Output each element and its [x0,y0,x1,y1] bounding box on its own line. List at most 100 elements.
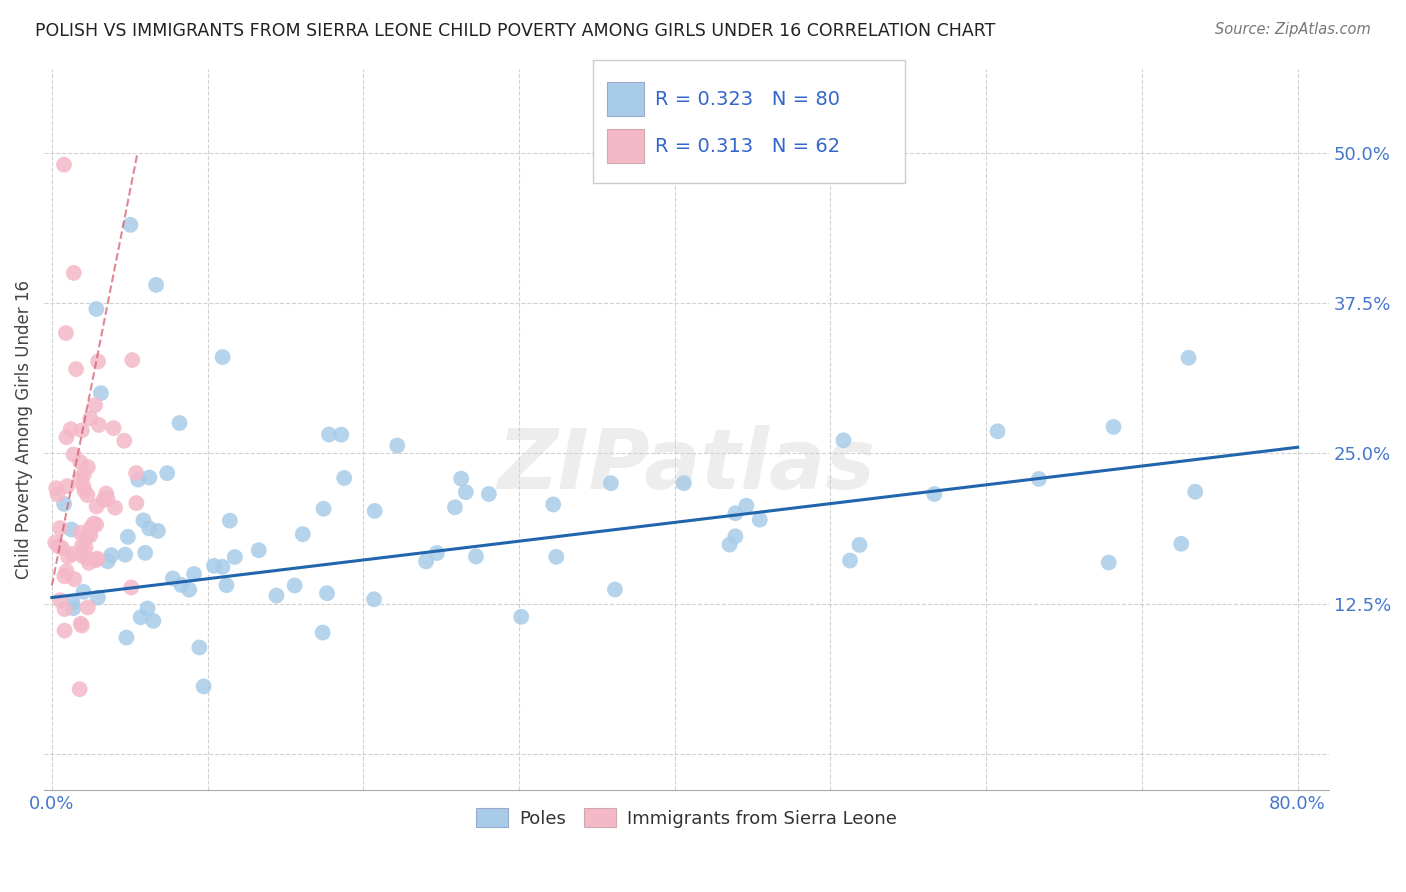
Point [987,425,1010,439]
Point [117,530,139,544]
Point [179,582,201,597]
Point [86,551,108,566]
Point [75,541,97,555]
Point [510,609,533,624]
Point [134,546,156,560]
Point [73,483,96,498]
Point [70,423,93,437]
Point [215,578,238,592]
Point [162,571,184,585]
Point [1170,537,1192,551]
Point [69,472,91,486]
Point [53,624,76,638]
Point [97,554,120,568]
Point [120,218,142,232]
Point [603,582,626,597]
Point [79,528,101,542]
Point [125,496,148,510]
Point [86,301,108,316]
Point [77,556,100,570]
Point [156,466,179,480]
Point [183,566,205,581]
Point [76,460,98,475]
Point [55,430,77,444]
Point [76,551,98,566]
Point [58,549,80,564]
Point [69,682,91,697]
Point [53,602,76,616]
Point [330,427,353,442]
Point [839,553,862,567]
Point [724,506,747,520]
Point [138,521,160,535]
Point [211,559,233,574]
Point [363,592,385,607]
Point [112,434,135,448]
Text: R = 0.313   N = 62: R = 0.313 N = 62 [655,136,841,156]
Point [224,549,246,564]
Point [138,470,160,484]
Point [546,549,568,564]
Point [1102,420,1125,434]
Point [46,539,69,553]
Point [724,529,747,543]
Point [284,578,307,592]
Point [465,549,488,564]
Point [87,417,110,432]
Point [316,586,339,600]
Point [1028,472,1050,486]
Point [142,614,165,628]
Point [59,422,82,436]
Point [53,497,76,511]
Text: POLISH VS IMMIGRANTS FROM SIERRA LEONE CHILD POVERTY AMONG GIRLS UNDER 16 CORREL: POLISH VS IMMIGRANTS FROM SIERRA LEONE C… [35,22,995,40]
Point [478,487,501,501]
Point [312,625,335,640]
Point [72,478,94,492]
Point [450,472,472,486]
Point [56,479,79,493]
Text: ZIPatlas: ZIPatlas [498,425,876,506]
Point [76,488,98,502]
Point [76,600,98,615]
Point [146,524,169,538]
Point [415,554,437,568]
Point [65,362,87,376]
Point [69,616,91,631]
Point [45,481,67,495]
Point [72,584,94,599]
Point [444,500,467,515]
Point [541,498,564,512]
Point [63,572,86,586]
Point [735,499,758,513]
Point [79,411,101,425]
Point [125,466,148,480]
Legend: Poles, Immigrants from Sierra Leone: Poles, Immigrants from Sierra Leone [468,801,904,835]
Point [1184,484,1206,499]
Point [84,517,107,532]
Point [426,546,449,560]
Point [93,492,115,507]
Point [62,547,84,561]
Point [193,680,215,694]
Point [90,386,112,401]
Point [218,514,240,528]
Text: Source: ZipAtlas.com: Source: ZipAtlas.com [1215,22,1371,37]
Point [129,610,152,624]
Point [104,500,127,515]
Point [51,541,73,555]
Point [748,513,770,527]
Point [312,501,335,516]
Point [364,504,387,518]
Point [80,520,103,534]
Point [188,640,211,655]
Point [115,631,138,645]
Point [69,455,91,469]
Point [718,538,741,552]
Point [62,595,84,609]
Point [96,491,118,506]
Text: R = 0.323   N = 80: R = 0.323 N = 80 [655,89,841,109]
Point [672,476,695,491]
Point [49,521,72,535]
Point [70,618,93,632]
Point [87,591,110,605]
